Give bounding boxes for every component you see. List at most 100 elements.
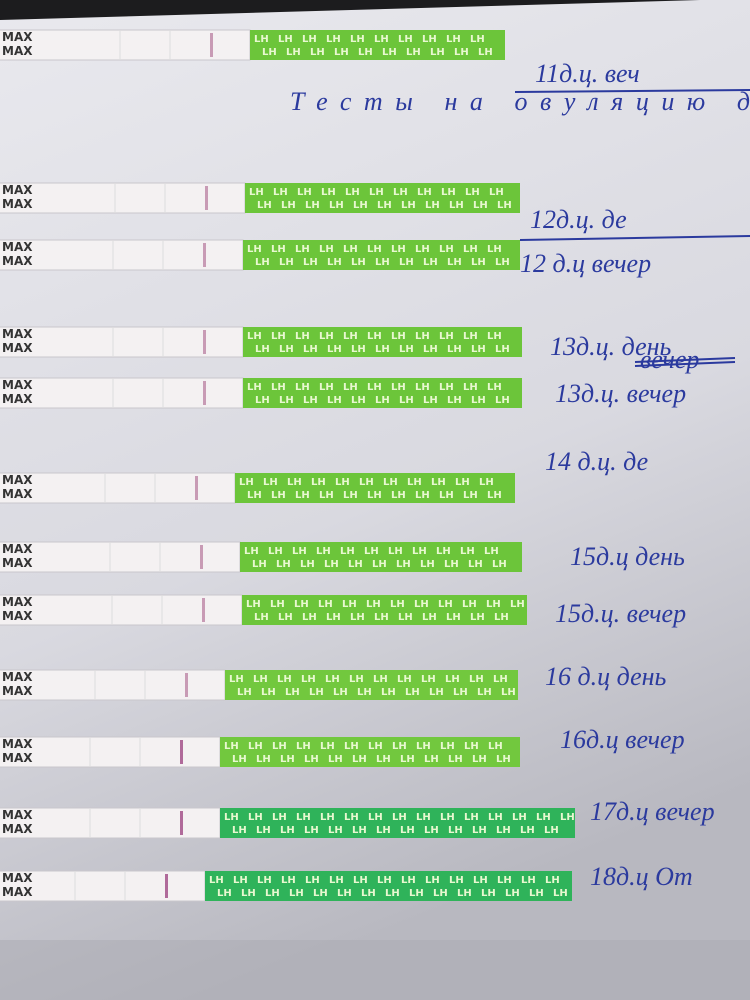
lh-print: LH [295, 244, 310, 255]
max-label: MAX [2, 542, 33, 556]
lh-print: LH [281, 875, 296, 886]
lh-print: LH [472, 754, 487, 765]
strike [634, 357, 736, 367]
lh-print: LH [247, 331, 262, 342]
lh-print: LH [536, 812, 551, 823]
lh-print: LH [224, 812, 239, 823]
max-label: MAX [2, 556, 33, 570]
lh-print: LH [319, 244, 334, 255]
test-line [165, 874, 168, 898]
lh-print: LH [433, 888, 448, 899]
lh-print: LH [501, 687, 516, 698]
lh-print: LH [455, 477, 470, 488]
lh-print: LH [374, 612, 389, 623]
lh-print: LH [423, 395, 438, 406]
lh-print: LH [252, 559, 267, 570]
lh-print: LH [373, 674, 388, 685]
lh-print: LH [326, 612, 341, 623]
lh-print: LH [271, 244, 286, 255]
lh-print: LH [381, 687, 396, 698]
lh-print: LH [367, 382, 382, 393]
lh-print: LH [302, 612, 317, 623]
lh-print: LH [440, 741, 455, 752]
lh-print: LH [510, 599, 525, 610]
lh-print: LH [350, 34, 365, 45]
lh-print: LH [295, 490, 310, 501]
max-label: MAX [2, 30, 33, 44]
lh-print: LH [217, 888, 232, 899]
lh-print: LH [421, 674, 436, 685]
max-label: MAX [2, 885, 33, 899]
strip-handle [243, 327, 522, 357]
note: 11д.ц. веч [535, 59, 640, 88]
lh-print: LH [423, 344, 438, 355]
lh-print: LH [229, 674, 244, 685]
strip-body [0, 736, 221, 768]
lh-print: LH [326, 34, 341, 45]
lh-print: LH [358, 47, 373, 58]
lh-print: LH [430, 47, 445, 58]
lh-print: LH [374, 34, 389, 45]
lh-print: LH [294, 599, 309, 610]
lh-print: LH [469, 674, 484, 685]
lh-print: LH [272, 812, 287, 823]
lh-print: LH [369, 187, 384, 198]
lh-print: LH [407, 477, 422, 488]
lh-print: LH [278, 612, 293, 623]
lh-print: LH [353, 875, 368, 886]
lh-print: LH [329, 875, 344, 886]
note: 13д.ц. день [550, 332, 672, 361]
lh-print: LH [415, 490, 430, 501]
strip-handle [205, 871, 572, 901]
lh-print: LH [545, 875, 560, 886]
strip-body [0, 239, 244, 271]
lh-print: LH [304, 754, 319, 765]
lh-print: LH [329, 200, 344, 211]
lh-print: LH [492, 559, 507, 570]
test-line [210, 33, 213, 57]
lh-print: LH [310, 47, 325, 58]
lh-print: LH [344, 812, 359, 823]
lh-print: LH [328, 825, 343, 836]
lh-print: LH [471, 344, 486, 355]
note: 13д.ц. вечер [555, 379, 686, 408]
lh-print: LH [448, 754, 463, 765]
test-line [202, 598, 205, 622]
lh-print: LH [553, 888, 568, 899]
lh-print: LH [405, 687, 420, 698]
lh-print: LH [376, 754, 391, 765]
lh-print: LH [232, 825, 247, 836]
lh-print: LH [464, 812, 479, 823]
lh-print: LH [544, 825, 559, 836]
lh-print: LH [316, 546, 331, 557]
lh-print: LH [281, 200, 296, 211]
lh-print: LH [385, 888, 400, 899]
lh-print: LH [345, 187, 360, 198]
lh-print: LH [487, 382, 502, 393]
note: 15д.ц день [570, 542, 685, 571]
note: 16д.ц вечер [560, 725, 685, 754]
lh-print: LH [351, 344, 366, 355]
lh-print: LH [327, 344, 342, 355]
test-line [185, 673, 188, 697]
lh-print: LH [368, 741, 383, 752]
note-underline [514, 89, 750, 93]
lh-print: LH [495, 344, 510, 355]
lh-print: LH [444, 559, 459, 570]
lh-print: LH [464, 741, 479, 752]
lh-print: LH [367, 331, 382, 342]
lh-print: LH [391, 382, 406, 393]
test-line [180, 811, 183, 835]
lh-print: LH [460, 546, 475, 557]
lh-print: LH [439, 244, 454, 255]
lh-print: LH [340, 546, 355, 557]
lh-print: LH [319, 331, 334, 342]
lh-print: LH [273, 187, 288, 198]
lh-print: LH [343, 244, 358, 255]
